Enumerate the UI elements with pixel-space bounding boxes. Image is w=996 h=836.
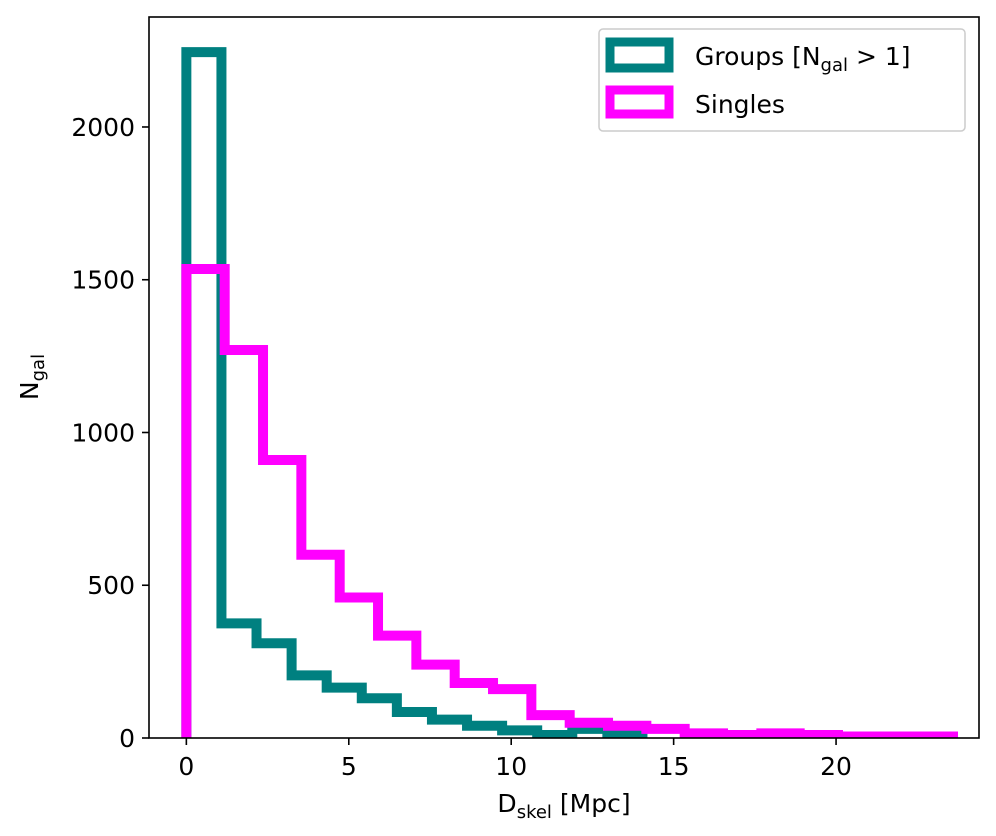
legend-label-singles: Singles	[695, 90, 785, 119]
y-axis-label-main: N	[15, 381, 44, 400]
series-layer	[181, 47, 959, 738]
y-tick-label: 0	[119, 724, 135, 753]
x-tick-label: 5	[341, 752, 357, 781]
x-tick-label: 15	[658, 752, 690, 781]
y-tick-label: 1000	[71, 418, 135, 447]
y-tick-label: 500	[87, 571, 135, 600]
legend-label-groups-main: Groups [N	[695, 42, 821, 71]
x-axis-label: Dskel [Mpc]	[497, 789, 630, 823]
legend-label-groups-sub: gal	[821, 55, 848, 76]
series-singles-histogram	[181, 264, 959, 738]
y-tick-label: 1500	[71, 266, 135, 295]
plot-frame	[148, 16, 980, 739]
y-axis-label: Ngal	[15, 354, 49, 400]
x-tick-label: 10	[495, 752, 527, 781]
legend-frame	[598, 28, 966, 132]
x-tick-label: 20	[820, 752, 852, 781]
legend-label-groups: Groups [Ngal > 1]	[695, 42, 911, 76]
series-groups-histogram	[181, 47, 648, 738]
x-axis: 0 5 10 15 20	[178, 738, 852, 781]
legend-swatch-singles	[605, 85, 674, 119]
legend-swatch-groups	[605, 37, 674, 73]
y-axis: 0 500 1000 1500 2000	[71, 113, 149, 753]
x-axis-label-sub: skel	[517, 802, 552, 823]
x-tick-label: 0	[178, 752, 194, 781]
x-axis-label-main: D	[497, 789, 516, 818]
legend-label-groups-rest: > 1]	[848, 42, 911, 71]
x-axis-label-rest: [Mpc]	[552, 789, 631, 818]
y-tick-label: 2000	[71, 113, 135, 142]
legend: Groups [Ngal > 1] Singles	[598, 28, 966, 132]
y-axis-label-sub: gal	[28, 354, 49, 381]
